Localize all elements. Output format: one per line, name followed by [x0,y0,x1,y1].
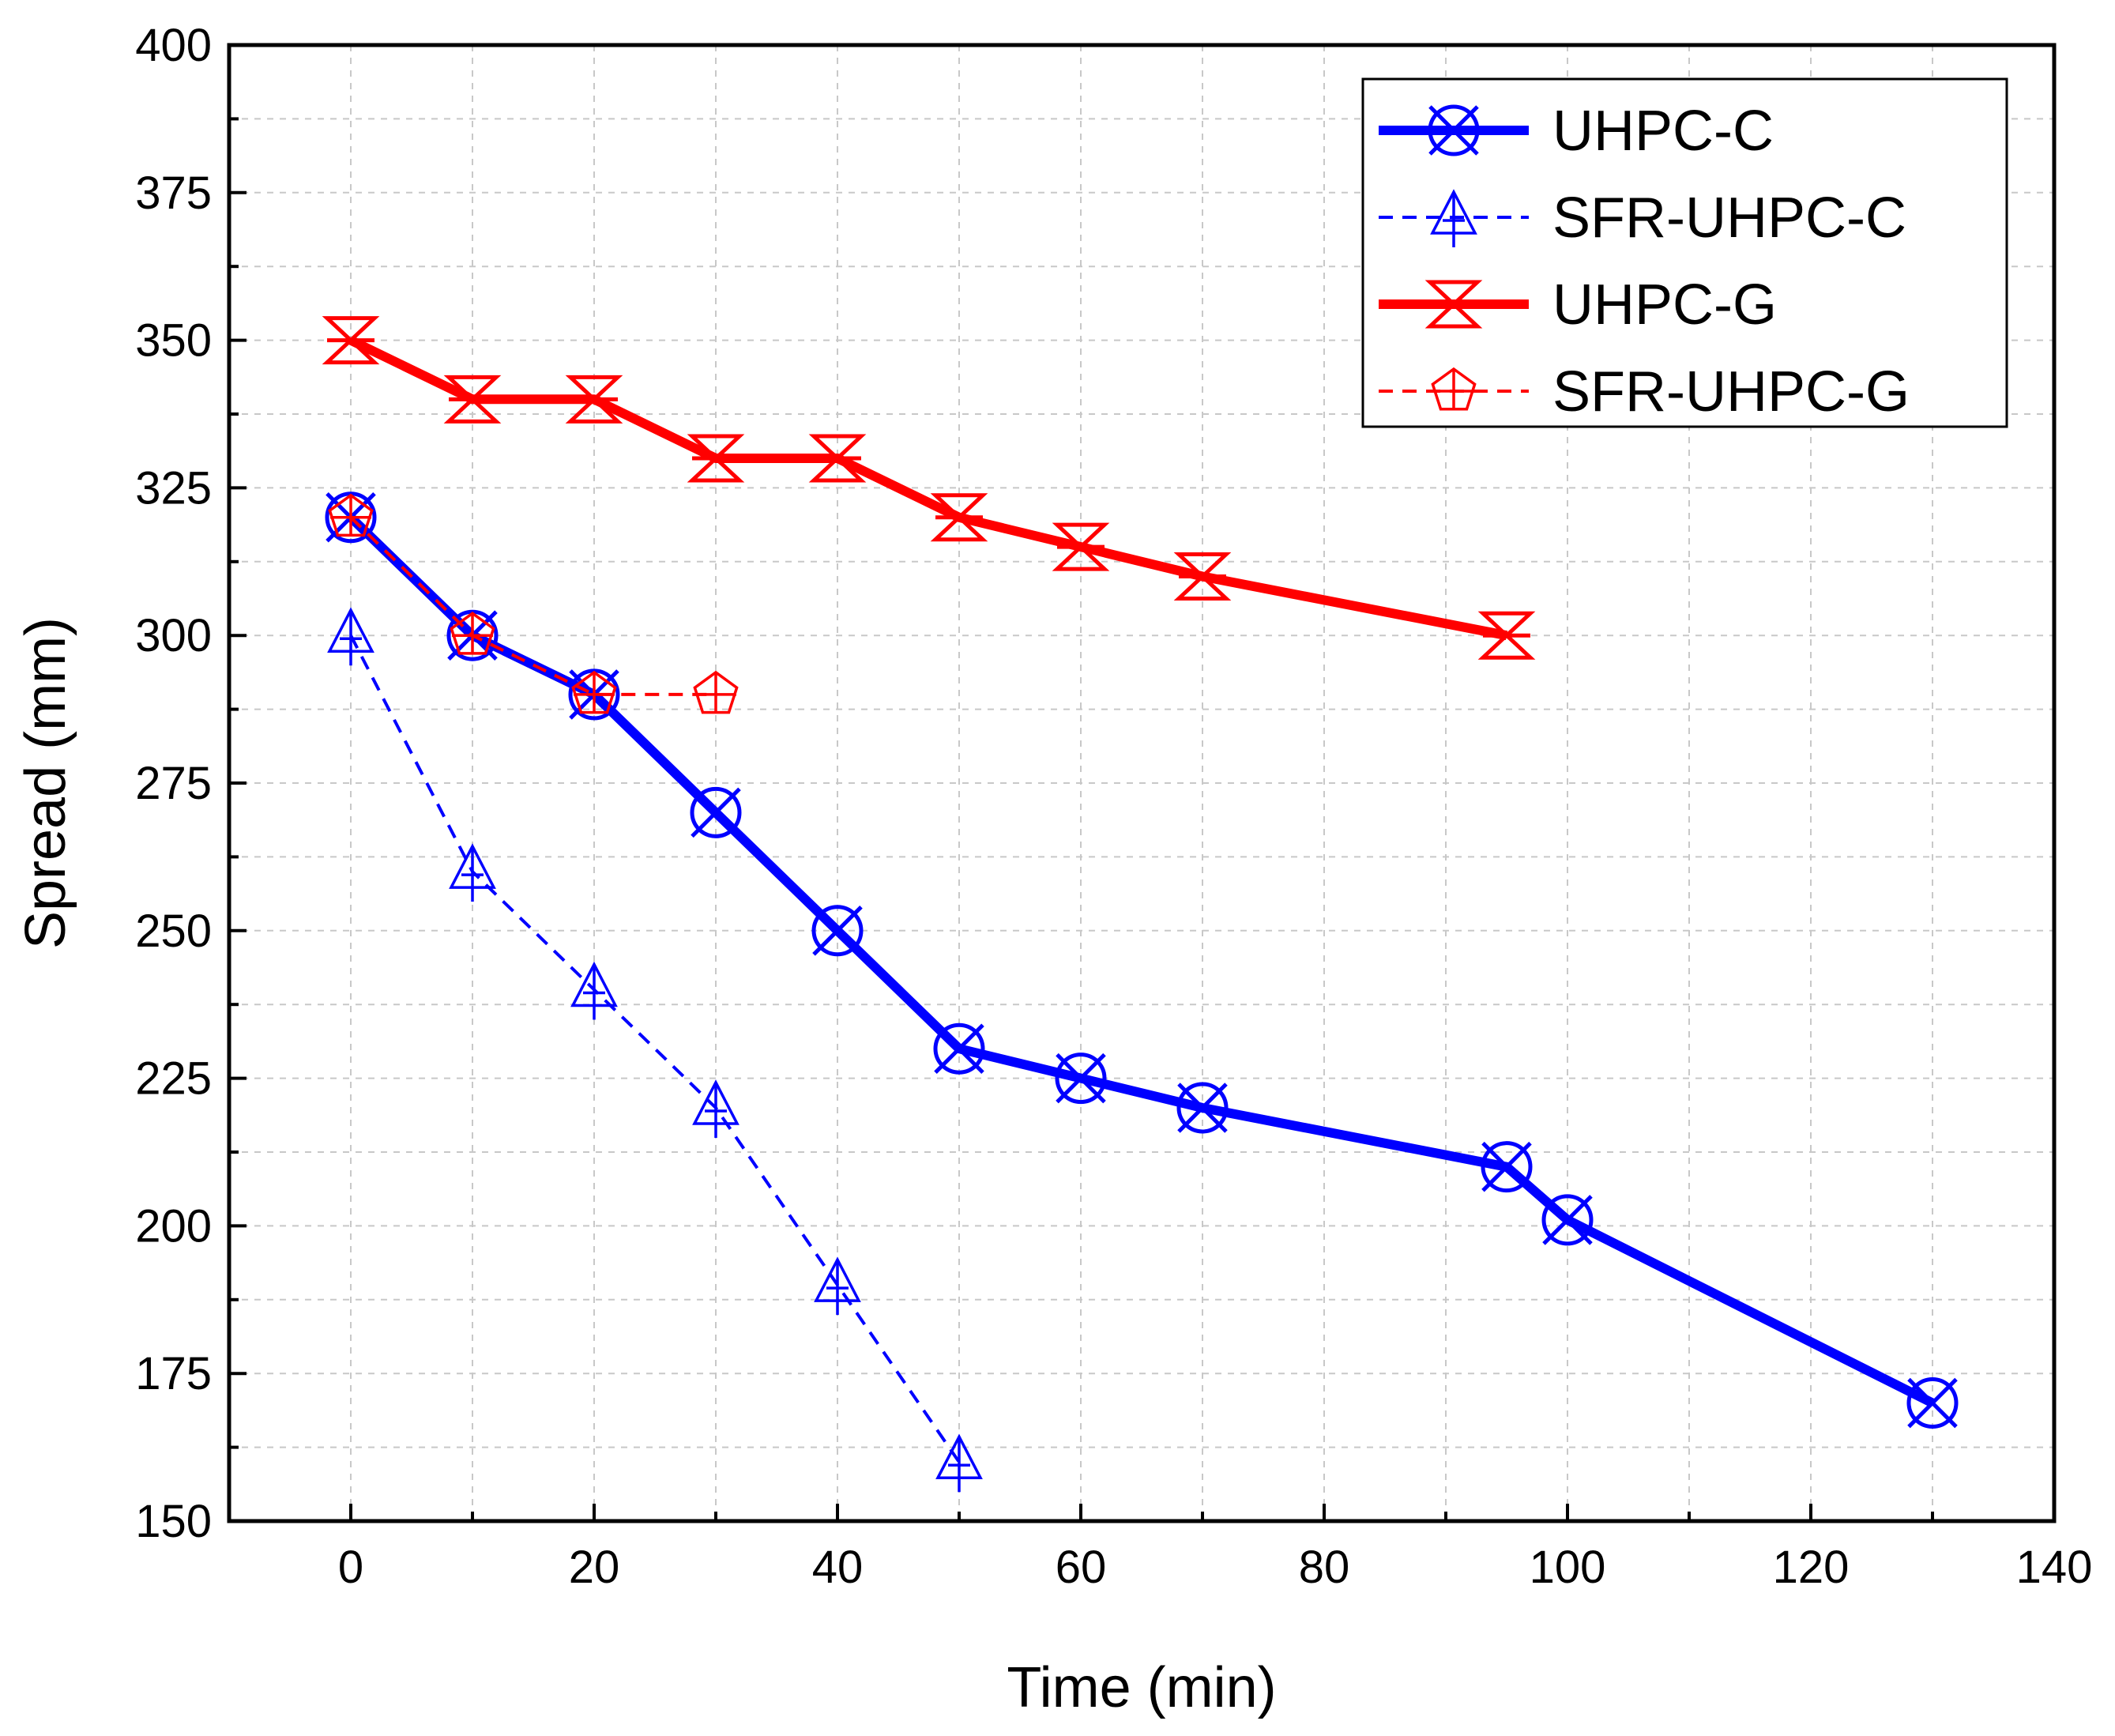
data-point [1173,552,1232,601]
data-point [692,1079,739,1138]
data-point [1428,104,1480,156]
y-tick-label: 225 [135,1053,212,1105]
x-tick-label: 80 [1299,1542,1350,1593]
y-tick-label: 175 [135,1348,212,1399]
data-point [933,1022,985,1075]
data-point [328,493,374,537]
x-tick-label: 20 [569,1542,620,1593]
y-tick-label: 325 [135,462,212,514]
series-line [349,635,961,1463]
data-point [1055,1053,1107,1105]
series-uhpc-g [322,316,1536,660]
data-point [570,961,618,1020]
legend-label: UHPC-C [1552,100,1774,163]
x-tick-label: 140 [2016,1542,2093,1593]
data-point [814,1256,861,1316]
data-point [687,434,745,483]
series-sfr-uhpc-g [328,493,739,714]
data-point [1176,1082,1229,1134]
legend-box [1361,77,2008,428]
y-axis-title: Spread (mm) [14,617,77,949]
series-line [349,516,716,696]
x-tick-label: 60 [1056,1542,1107,1593]
y-tick-label: 400 [135,20,212,71]
data-point [1477,611,1536,660]
x-tick-label: 0 [338,1542,363,1593]
data-point [443,375,502,424]
legend-item: UHPC-C [1379,100,1774,163]
data-point [1424,280,1483,329]
data-point [1052,522,1110,571]
y-tick-label: 150 [135,1496,212,1547]
series-sfr-uhpc-c [327,607,983,1493]
legend-label: UHPC-G [1552,273,1777,337]
series-layer [322,316,1959,1493]
data-point [1430,189,1477,247]
data-point [811,905,864,957]
y-tick-label: 275 [135,758,212,809]
legend-item: SFR-UHPC-C [1379,186,1906,250]
y-tick-label: 200 [135,1200,212,1252]
legend-item: SFR-UHPC-G [1379,360,1910,424]
data-point [808,434,867,483]
data-point [450,612,495,655]
axis-ticks: 0 20 40 60 80 100 120 140 150 175 200 225 250 275 300 3… [135,20,2092,1593]
legend-label: SFR-UHPC-G [1552,360,1910,424]
y-tick-label: 350 [135,315,212,367]
data-point [1541,1194,1594,1246]
data-point [322,316,380,365]
data-point [690,786,742,838]
data-point [1481,1141,1533,1193]
data-point [327,607,374,666]
data-point [693,670,739,714]
x-axis-title: Time (min) [1007,1656,1276,1719]
data-point [935,1433,983,1493]
legend: UHPC-C SFR-UHPC-C UHPC-G SFR-UHPC-G [1361,77,2008,428]
data-point [565,375,623,424]
x-tick-label: 120 [1773,1542,1850,1593]
y-tick-label: 375 [135,168,212,219]
legend-label: SFR-UHPC-C [1552,186,1906,250]
data-point [449,843,496,902]
x-tick-label: 100 [1530,1542,1606,1593]
data-point [1906,1377,1959,1429]
x-tick-label: 40 [812,1542,864,1593]
grid [229,45,2054,1521]
data-point [1431,367,1477,411]
legend-item: UHPC-G [1379,273,1777,337]
y-tick-label: 300 [135,610,212,661]
y-tick-label: 250 [135,906,212,957]
data-point [571,670,617,714]
data-point [930,493,988,542]
